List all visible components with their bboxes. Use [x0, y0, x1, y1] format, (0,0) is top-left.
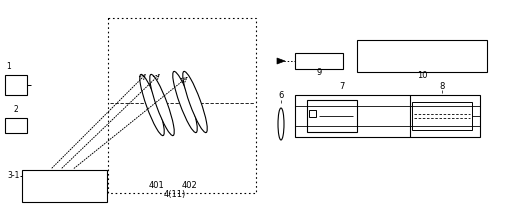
Bar	[5, 118, 27, 133]
Polygon shape	[186, 87, 203, 117]
Text: 10: 10	[416, 71, 427, 80]
Text: 2: 2	[14, 105, 18, 114]
Bar	[294, 53, 343, 69]
Bar	[5, 75, 27, 95]
Polygon shape	[176, 87, 193, 117]
Bar	[22, 170, 107, 202]
Bar	[306, 100, 356, 132]
Ellipse shape	[182, 71, 207, 133]
Bar	[294, 95, 479, 137]
Bar	[356, 40, 486, 72]
Text: 1: 1	[6, 62, 11, 71]
Text: 6: 6	[278, 91, 283, 100]
Ellipse shape	[139, 74, 164, 136]
Text: 7: 7	[338, 82, 344, 91]
Text: 9: 9	[316, 68, 321, 77]
Ellipse shape	[277, 108, 284, 140]
Text: 3-1: 3-1	[8, 171, 20, 181]
Text: 402: 402	[182, 181, 197, 190]
Bar	[108, 18, 256, 193]
Ellipse shape	[173, 71, 197, 133]
Text: 401: 401	[149, 181, 164, 190]
Text: 8: 8	[438, 82, 444, 91]
Polygon shape	[153, 90, 170, 120]
Bar	[411, 102, 471, 130]
Text: 4(11): 4(11)	[163, 190, 186, 199]
Polygon shape	[276, 58, 285, 64]
Bar	[308, 110, 316, 117]
Ellipse shape	[150, 74, 174, 136]
Polygon shape	[143, 90, 160, 120]
